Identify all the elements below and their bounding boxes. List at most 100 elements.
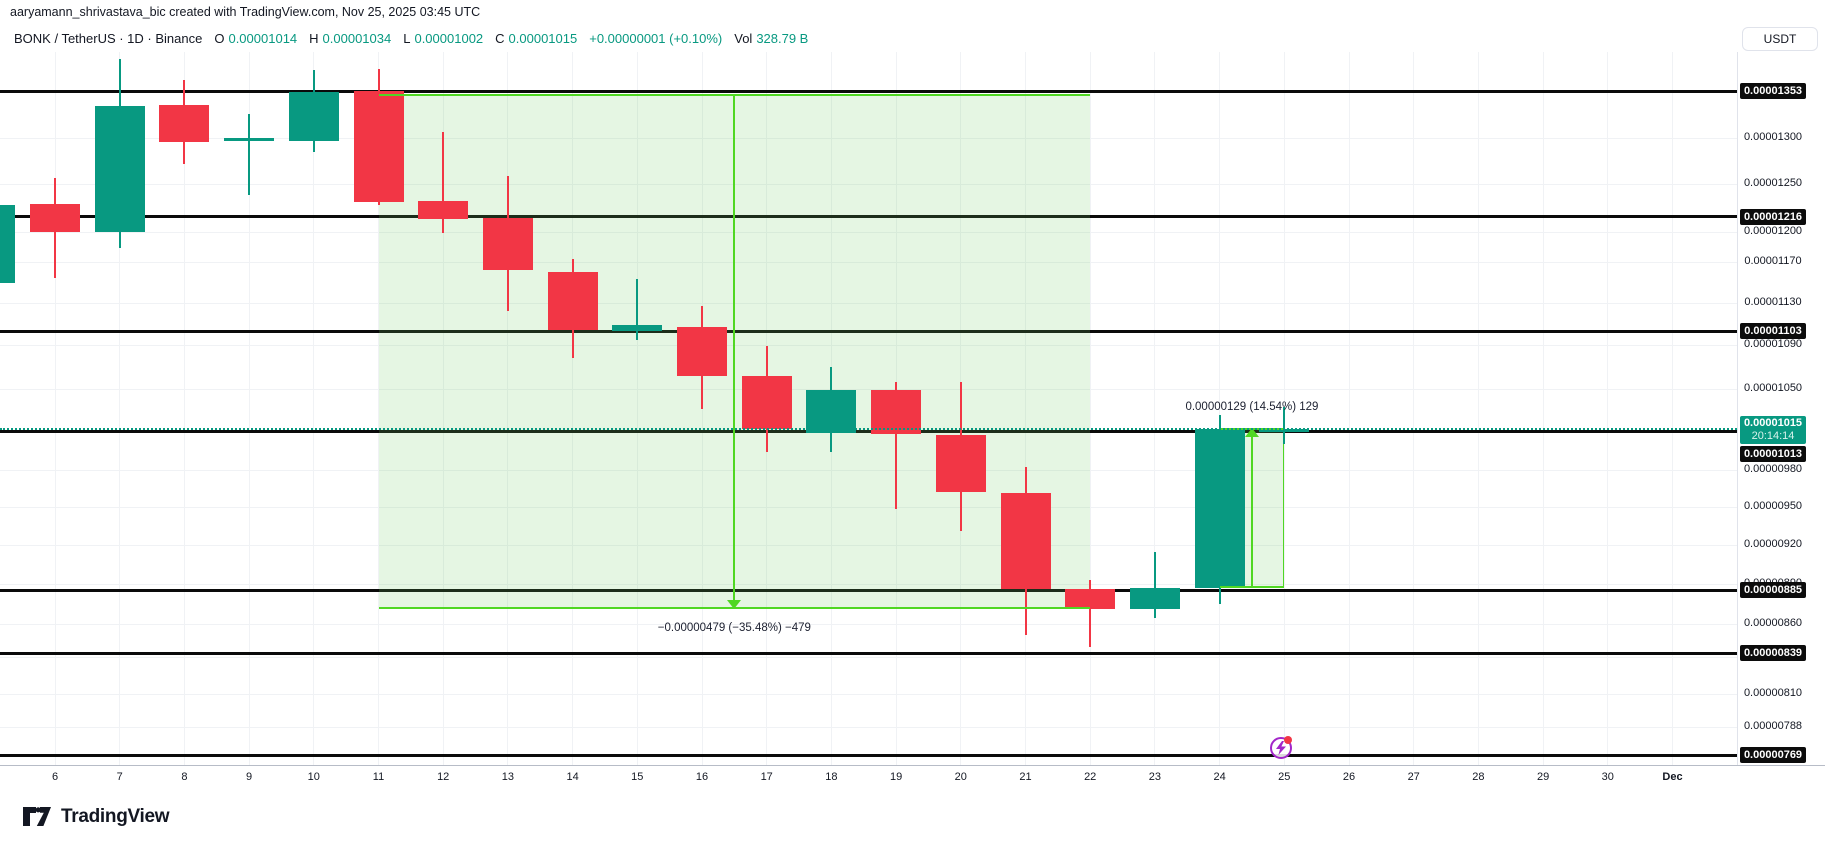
- candle-down: [1065, 588, 1116, 609]
- price-tick-label: 0.00000810: [1743, 687, 1803, 700]
- horizontal-gridline: [0, 470, 1737, 472]
- horizontal-gridline: [0, 138, 1737, 139]
- vertical-gridline: [378, 52, 379, 765]
- bar-countdown: 20:14:14: [1751, 430, 1795, 443]
- notification-dot: [1284, 736, 1292, 744]
- horizontal-gridline: [0, 726, 1737, 728]
- tradingview-logo[interactable]: TradingView: [22, 806, 170, 828]
- date-tick-label: 9: [246, 771, 253, 783]
- candle-down: [482, 218, 533, 270]
- ohlc-close-label: C: [495, 30, 505, 46]
- candle-up: [0, 205, 16, 284]
- candle-wick: [895, 382, 898, 510]
- date-tick-label: 24: [1213, 771, 1226, 783]
- flash-alert-icon[interactable]: [1270, 736, 1292, 759]
- vertical-gridline: [119, 52, 121, 765]
- price-line-badge: 0.00001353: [1740, 83, 1806, 99]
- volume-label: Vol: [734, 30, 753, 46]
- horizontal-gridline: [0, 261, 1737, 263]
- price-line-badge: 0.00001013: [1740, 446, 1806, 463]
- date-tick-label: 25: [1278, 771, 1291, 783]
- price-tick-label: 0.00000860: [1743, 616, 1803, 629]
- price-tick-label: 0.00000980: [1743, 463, 1803, 476]
- measure-label: 0.00000129 (14.54%) 129: [1185, 400, 1319, 413]
- candle-up: [806, 390, 857, 433]
- date-tick-label: 28: [1472, 771, 1485, 783]
- vertical-gridline: [572, 52, 574, 765]
- horizontal-price-line[interactable]: [0, 588, 1737, 592]
- horizontal-price-line[interactable]: [0, 753, 1737, 757]
- candle-down: [353, 91, 404, 203]
- vertical-gridline: [54, 52, 56, 765]
- horizontal-gridline: [0, 184, 1737, 186]
- price-tick-label: 0.00001050: [1743, 382, 1803, 395]
- date-tick-label: 22: [1084, 771, 1097, 783]
- vertical-gridline: [442, 52, 444, 765]
- candle-up: [288, 91, 339, 141]
- candle-down: [1000, 493, 1051, 589]
- vertical-gridline: [507, 52, 509, 765]
- candle-up: [224, 138, 275, 141]
- candle-up: [1129, 587, 1180, 609]
- horizontal-gridline: [0, 623, 1737, 625]
- date-tick-label: 7: [116, 771, 123, 783]
- vertical-gridline: [1025, 52, 1026, 765]
- horizontal-price-line[interactable]: [0, 329, 1737, 333]
- horizontal-gridline: [0, 389, 1737, 391]
- price-tick-label: 0.00001300: [1743, 131, 1803, 143]
- horizontal-price-line[interactable]: [0, 429, 1737, 433]
- date-tick-label: 18: [825, 771, 838, 783]
- date-tick-label: 13: [501, 771, 515, 783]
- price-axis[interactable]: 0.00001300 0.00001250 0.00001200 0.00001170…: [1737, 52, 1825, 765]
- tradingview-logo-text: TradingView: [61, 806, 170, 827]
- horizontal-gridline: [0, 583, 1737, 585]
- vertical-gridline: [1672, 52, 1673, 765]
- time-axis[interactable]: 6 7 8 9 10 11 12 13 14 15 16 17 18 19 20 21 22 23 24 25 26 27…: [0, 765, 1825, 793]
- date-tick-label: 17: [760, 771, 773, 783]
- candle-wick: [1153, 552, 1156, 619]
- horizontal-gridline: [0, 232, 1737, 234]
- horizontal-gridline: [0, 345, 1737, 347]
- candle-wick: [636, 279, 639, 340]
- chart-legend[interactable]: BONK / TetherUS · 1D · Binance O 0.000010…: [14, 28, 808, 48]
- vertical-gridline: [1089, 52, 1091, 765]
- candle-up: [94, 105, 145, 233]
- vertical-gridline: [636, 52, 638, 765]
- candle-down: [741, 375, 792, 430]
- date-tick-label: 29: [1536, 771, 1550, 783]
- horizontal-price-line[interactable]: [0, 651, 1737, 655]
- date-tick-label: 10: [307, 771, 320, 783]
- candle-down: [418, 201, 469, 220]
- measure-midline: [1250, 427, 1253, 588]
- measure-midline: [733, 93, 736, 609]
- horizontal-gridline: [0, 544, 1737, 546]
- price-line-badge: 0.00001216: [1740, 208, 1806, 225]
- measure-arrow-up: [1244, 427, 1259, 437]
- ohlc-open-label: O: [214, 30, 225, 46]
- date-tick-label: 11: [372, 771, 385, 783]
- currency-toggle-button[interactable]: USDT: [1742, 27, 1818, 51]
- vertical-gridline: [183, 52, 185, 765]
- price-tick-label: 0.00001250: [1743, 177, 1803, 190]
- current-price-badge: 0.00001015 20:14:14: [1740, 416, 1806, 445]
- date-tick-label: 21: [1019, 771, 1032, 783]
- ohlc-open-value: 0.00001014: [228, 30, 298, 46]
- price-line-badge: 0.00001103: [1740, 323, 1806, 340]
- horizontal-price-line[interactable]: [0, 215, 1737, 219]
- horizontal-price-line[interactable]: [0, 89, 1737, 93]
- price-line-badge: 0.00000839: [1740, 644, 1806, 661]
- candle-up: [1259, 429, 1310, 432]
- date-tick-label: 8: [181, 771, 188, 783]
- price-line-badge: 0.00000769: [1740, 747, 1806, 764]
- ohlc-low-value: 0.00001002: [414, 30, 484, 46]
- vertical-gridline: [1477, 52, 1479, 765]
- price-tick-label: 0.00000950: [1743, 499, 1803, 512]
- price-tick-label: 0.00001170: [1744, 254, 1802, 267]
- date-tick-label: Dec: [1662, 771, 1683, 783]
- horizontal-gridline: [0, 302, 1737, 304]
- volume-value: 328.79 B: [756, 30, 809, 46]
- vertical-gridline: [313, 52, 315, 765]
- measure-arrow-down: [727, 599, 742, 609]
- chart-pane[interactable]: −0.00000479 (−35.48%) −479 0.00000129 (14…: [0, 52, 1737, 765]
